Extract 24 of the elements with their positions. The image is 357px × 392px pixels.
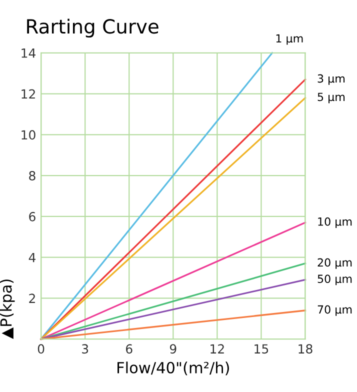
series-label: 1 µm — [276, 34, 303, 45]
x-tick-label: 0 — [38, 344, 44, 354]
chart-title: Rarting Curve — [27, 18, 158, 38]
x-tick-label: 6 — [126, 344, 132, 354]
x-tick-label: 9 — [170, 344, 176, 354]
x-tick-label: 18 — [298, 344, 312, 354]
y-tick-label: 14 — [22, 48, 36, 58]
x-tick-label: 3 — [82, 344, 88, 354]
y-tick-label: 12 — [22, 89, 35, 99]
y-axis-title: ▲P(kpa) — [0, 280, 15, 340]
series-label: 70 µm — [318, 305, 352, 316]
y-tick-label: 2 — [29, 294, 35, 303]
y-tick-label: 4 — [28, 252, 36, 262]
series-label: 3 µm — [318, 74, 345, 85]
series-label: 5 µm — [318, 92, 345, 104]
y-tick-label: 6 — [29, 212, 36, 222]
y-tick-label: 10 — [22, 130, 36, 140]
series-label: 50 µm — [318, 274, 352, 286]
x-axis-title: Flow/40"(m²/h) — [118, 362, 229, 376]
series-label: 10 µm — [318, 217, 352, 228]
series-label: 20 µm — [318, 258, 352, 269]
x-tick-label: 15 — [254, 344, 268, 354]
y-tick-label: 8 — [29, 171, 36, 180]
x-tick-label: 12 — [210, 344, 224, 354]
